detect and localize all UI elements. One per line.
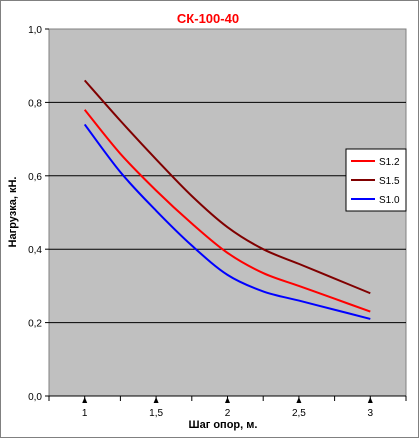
- series-line-s1-5: [83, 79, 371, 295]
- plot-area: [48, 28, 407, 397]
- x-tick-label: 1: [82, 408, 88, 419]
- x-tick-arrow: [225, 397, 230, 403]
- y-tick-label: 0,4: [28, 245, 42, 256]
- x-tick-label: 1,5: [149, 408, 163, 419]
- y-tick-label: 0,2: [28, 319, 42, 330]
- y-tick-label: 0,8: [28, 98, 42, 109]
- series-lines: [83, 79, 371, 320]
- legend: S1.2 S1.5 S1.0: [345, 148, 407, 212]
- legend-label: S1.0: [379, 195, 400, 206]
- x-axis: 1 1,5 2 2,5 3: [48, 395, 407, 419]
- y-tick-label: 0,6: [28, 172, 42, 183]
- y-tick-label: 1,0: [28, 25, 42, 36]
- series-line-s1-0: [83, 123, 371, 320]
- series-line-s1-2: [83, 109, 371, 313]
- y-axis-label: Нагрузка, кН.: [7, 177, 19, 248]
- x-tick-arrow: [296, 397, 302, 403]
- y-axis: 0,0 0,2 0,4 0,6 0,8 1,0: [28, 25, 49, 403]
- y-tick-label: 0,0: [28, 392, 42, 403]
- x-axis-label: Шаг опор, м.: [189, 419, 258, 431]
- legend-label: S1.2: [379, 157, 400, 168]
- x-tick-arrow: [153, 397, 159, 403]
- chart-title: СК-100-40: [177, 11, 239, 26]
- x-tick-arrow: [367, 397, 373, 403]
- x-tick-label: 2,5: [292, 408, 306, 419]
- x-tick-label: 2: [225, 408, 231, 419]
- x-tick-label: 3: [368, 408, 374, 419]
- grid-lines: [49, 101, 406, 324]
- x-tick-arrow: [82, 397, 88, 403]
- legend-label: S1.5: [379, 176, 400, 187]
